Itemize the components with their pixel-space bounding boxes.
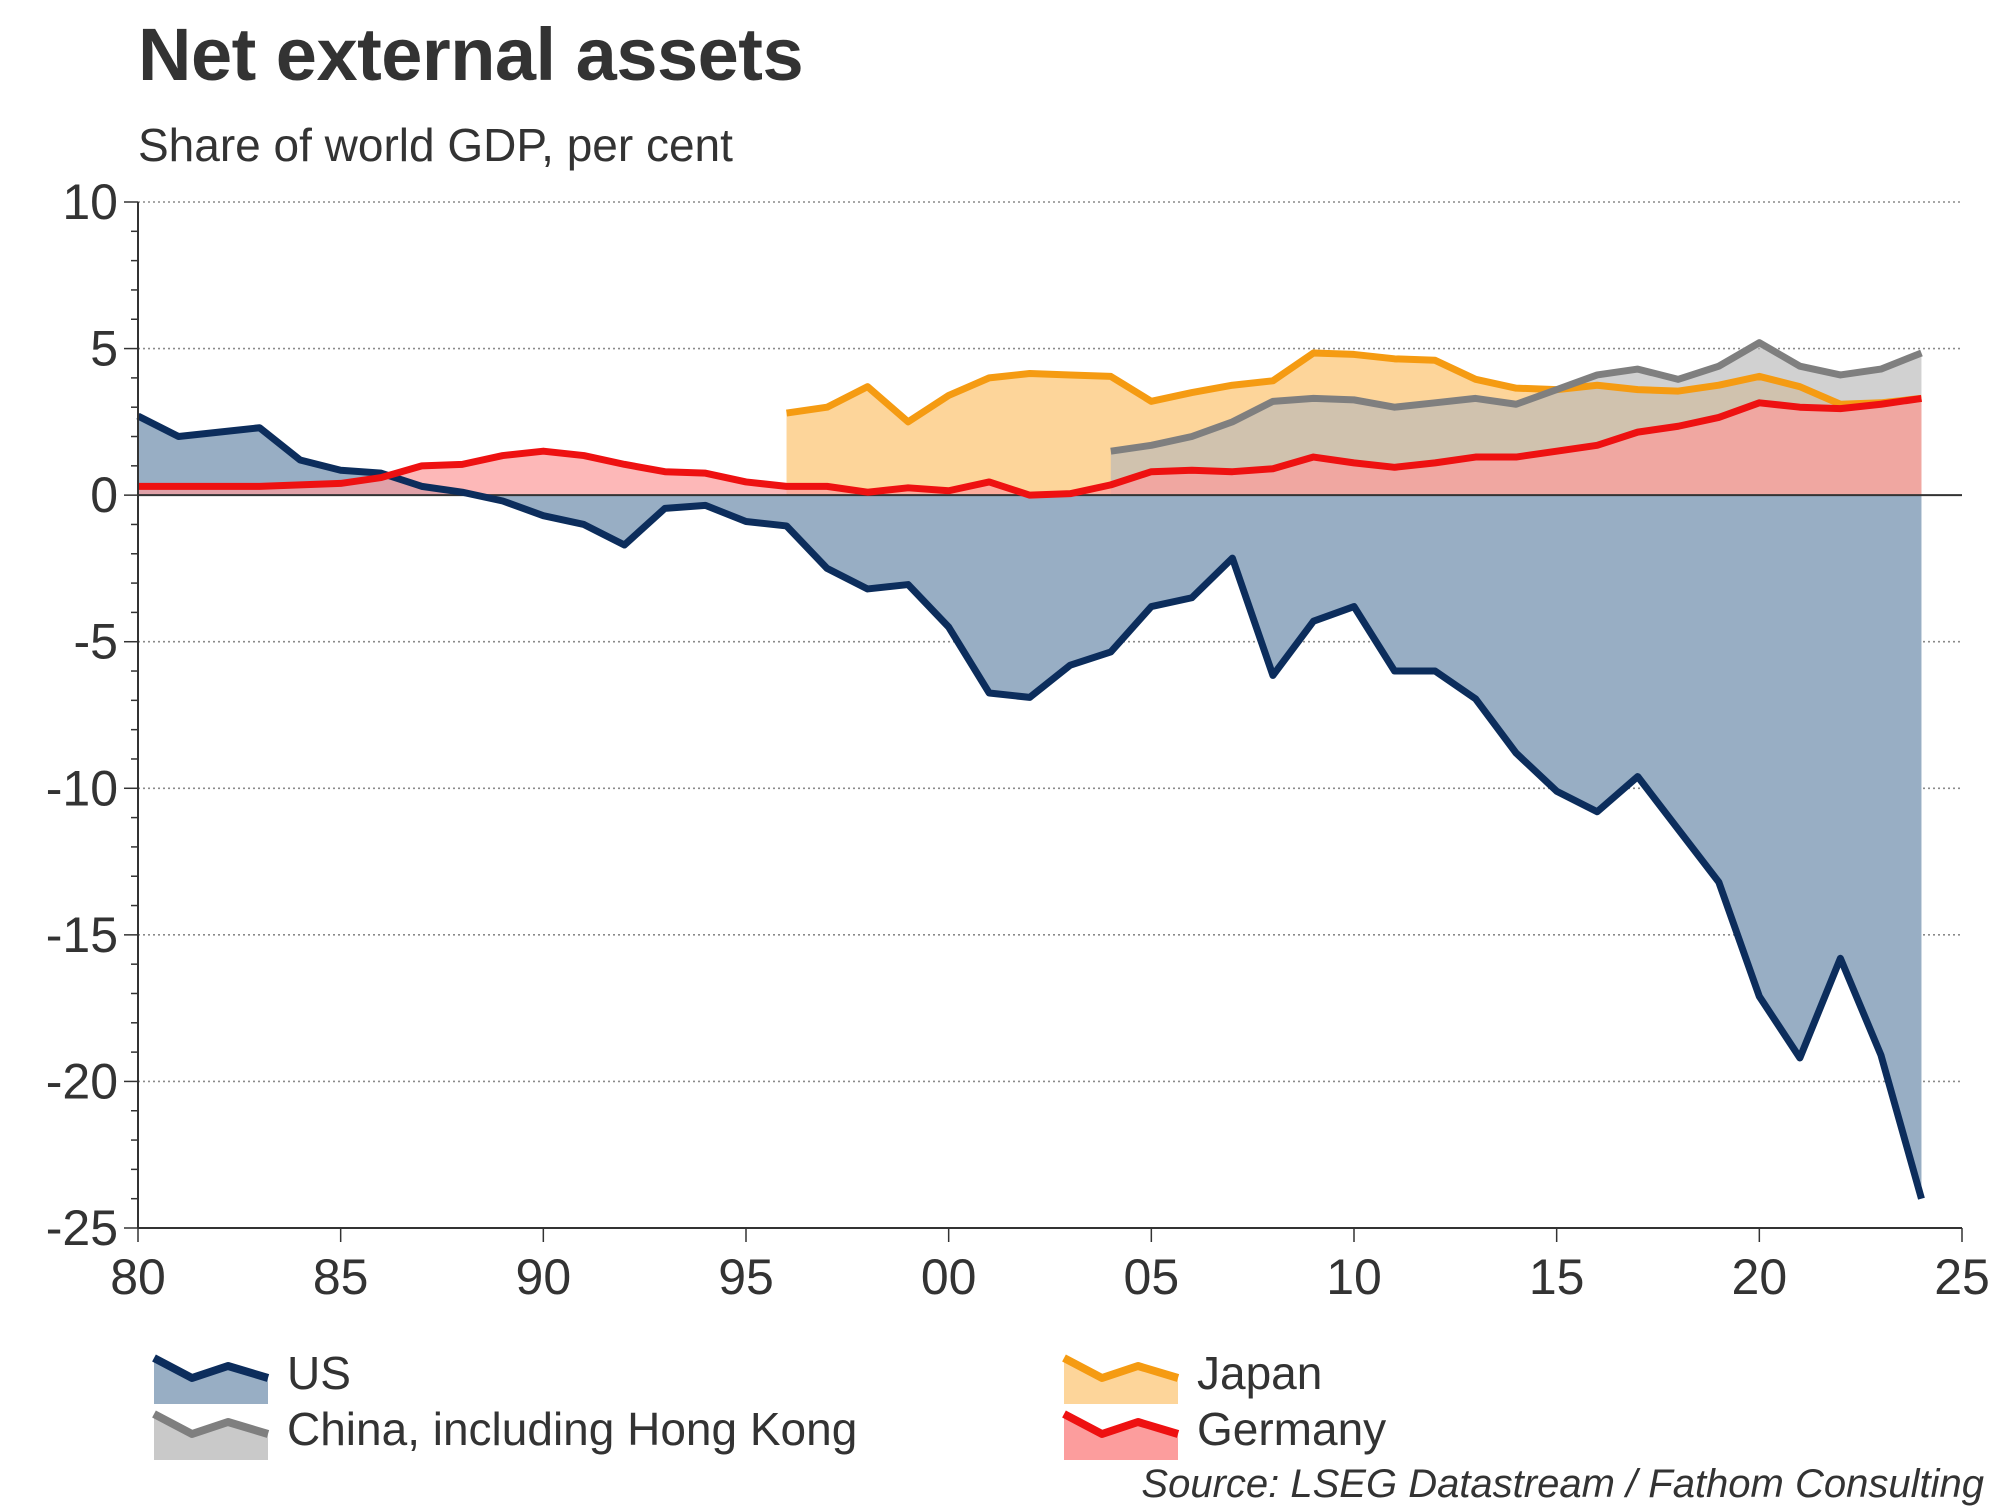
line-germany [138,394,1922,499]
y-tick-label: 10 [62,174,118,230]
y-tick-label: -15 [46,907,118,963]
y-tick-label: 0 [90,467,118,523]
area-us [138,415,1922,1199]
chart-subtitle: Share of world GDP, per cent [138,119,733,171]
legend-swatch-us [152,1354,270,1404]
x-tick-label: 85 [313,1249,369,1305]
source-note: Source: LSEG Datastream / Fathom Consult… [1141,1462,1984,1506]
x-tick-label: 20 [1732,1249,1788,1305]
area-germany [138,398,1922,496]
y-tick-label: -25 [46,1200,118,1256]
x-tick-label: 10 [1326,1249,1382,1305]
line-china [1110,339,1923,455]
series-lines [136,339,1925,1200]
legend-swatch-japan [1062,1354,1180,1404]
y-tick-label: 5 [90,321,118,377]
legend-label-china: China, including Hong Kong [287,1403,858,1455]
legend-label-japan: Japan [1197,1347,1323,1399]
x-tick-label: 05 [1124,1249,1180,1305]
y-tick-label: -5 [74,614,118,670]
x-tick-label: 90 [516,1249,572,1305]
legend-label-germany: Germany [1197,1403,1387,1455]
chart-title: Net external assets [138,13,804,96]
y-tick-label: -10 [46,760,118,816]
legend-swatch-china [152,1410,270,1460]
x-tick-label: 15 [1529,1249,1585,1305]
x-tick-label: 80 [110,1249,166,1305]
line-japan [786,349,1922,426]
line-us [136,412,1925,1200]
y-tick-label: -20 [46,1053,118,1109]
x-tick-label: 00 [921,1249,977,1305]
legend-swatch-germany [1062,1410,1180,1460]
x-tick-label: 95 [718,1249,774,1305]
x-tick-label: 25 [1934,1249,1990,1305]
legend-label-us: US [287,1347,351,1399]
